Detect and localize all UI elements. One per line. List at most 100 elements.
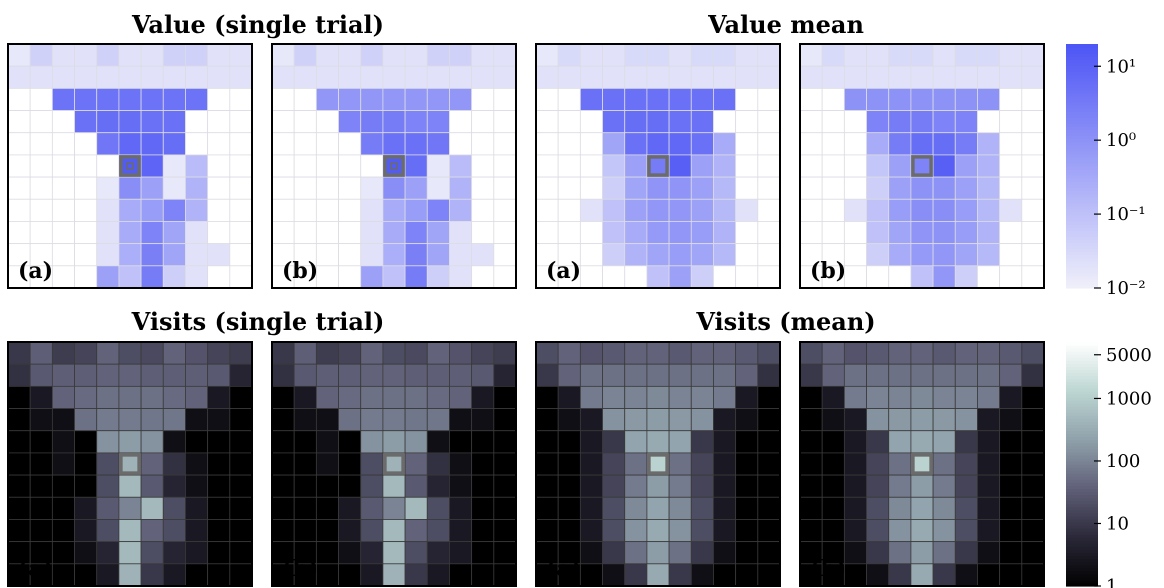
heatmap-cell <box>602 519 626 543</box>
heatmap-cell <box>866 408 890 432</box>
goal-cell-marker <box>911 453 933 475</box>
heatmap-cell <box>866 385 890 409</box>
heatmap-cell <box>74 385 98 409</box>
heatmap-cell <box>866 154 890 178</box>
heatmap-cell <box>557 519 581 543</box>
heatmap-cell <box>888 519 912 543</box>
heatmap-cell <box>1021 198 1045 222</box>
heatmap-cell <box>821 519 845 543</box>
heatmap-cell <box>229 452 253 476</box>
goal-cell-marker <box>383 453 405 475</box>
heatmap-cell <box>140 541 164 565</box>
heatmap-cell <box>74 430 98 454</box>
heatmap-cell <box>821 87 845 111</box>
heatmap-cell <box>910 132 934 156</box>
heatmap-cell <box>954 541 978 565</box>
heatmap-cell <box>338 541 362 565</box>
heatmap-cell <box>843 132 867 156</box>
heatmap-cell <box>999 198 1023 222</box>
colorbar-step <box>1066 567 1098 572</box>
heatmap-cell <box>471 496 495 520</box>
heatmap-cell <box>271 363 295 387</box>
heatmap-cell <box>624 110 648 134</box>
heatmap-cell <box>140 408 164 432</box>
heatmap-cell <box>624 176 648 200</box>
colorbar-tick-label: 5000 <box>1106 345 1152 366</box>
heatmap-cell <box>426 341 450 365</box>
heatmap-cell <box>404 452 428 476</box>
heatmap-cell <box>7 519 31 543</box>
heatmap-cell <box>932 243 956 267</box>
heatmap-cell <box>449 385 473 409</box>
heatmap-cell <box>624 65 648 89</box>
heatmap-cell <box>910 221 934 245</box>
heatmap-cell <box>954 265 978 289</box>
heatmap-cell <box>579 154 603 178</box>
colorbar-step <box>1066 129 1098 134</box>
colorbar-step <box>1066 342 1098 346</box>
colorbar-step <box>1066 412 1098 416</box>
heatmap-cell <box>185 430 209 454</box>
heatmap-cell <box>954 452 978 476</box>
heatmap-cell <box>293 474 317 498</box>
heatmap-cell <box>382 87 406 111</box>
heatmap-cell <box>1021 110 1045 134</box>
heatmap-cell <box>757 132 781 156</box>
heatmap-cell <box>7 496 31 520</box>
heatmap-cell <box>602 408 626 432</box>
colorbar-step <box>1066 105 1098 109</box>
heatmap-cell <box>360 221 384 245</box>
heatmap-cell <box>713 496 737 520</box>
heatmap-cell <box>668 363 692 387</box>
colorbar-step <box>1066 214 1098 219</box>
heatmap-cell <box>954 221 978 245</box>
colorbar-step <box>1066 479 1098 483</box>
colorbar-step <box>1066 260 1098 265</box>
colorbar-step <box>1066 381 1098 386</box>
heatmap-cell <box>51 519 75 543</box>
heatmap-cell <box>932 385 956 409</box>
heatmap-cell <box>888 341 912 365</box>
heatmap-cell <box>207 198 231 222</box>
heatmap-cell <box>140 341 164 365</box>
heatmap-cell <box>162 65 186 89</box>
heatmap-cell <box>821 363 845 387</box>
heatmap-cell <box>382 563 406 587</box>
heatmap-cell <box>888 408 912 432</box>
heatmap-cell <box>866 519 890 543</box>
colorbar-step <box>1066 68 1098 73</box>
heatmap-cell <box>690 132 714 156</box>
heatmap-cell <box>579 132 603 156</box>
heatmap-cell <box>140 385 164 409</box>
heatmap-cell <box>821 474 845 498</box>
colorbar-step <box>1066 403 1098 407</box>
heatmap-cell <box>1021 519 1045 543</box>
colorbar-step <box>1066 120 1098 124</box>
colorbar-step <box>1066 570 1098 575</box>
heatmap-cell <box>668 563 692 587</box>
heatmap-cell <box>888 474 912 498</box>
heatmap-cell <box>910 198 934 222</box>
heatmap-panel-0-0: (a) <box>7 43 253 289</box>
heatmap-cell <box>449 341 473 365</box>
colorbar-step <box>1066 418 1098 422</box>
heatmap-cell <box>449 176 473 200</box>
heatmap-cell <box>7 132 31 156</box>
heatmap-cell <box>493 474 517 498</box>
heatmap-cell <box>602 110 626 134</box>
heatmap-cell <box>977 132 1001 156</box>
heatmap-cell <box>932 363 956 387</box>
heatmap-cell <box>382 198 406 222</box>
heatmap-cell <box>140 87 164 111</box>
heatmap-cell <box>535 43 559 67</box>
heatmap-cell <box>602 243 626 267</box>
heatmap-cell <box>471 43 495 67</box>
heatmap-cell <box>493 110 517 134</box>
heatmap-cell <box>338 198 362 222</box>
heatmap-cell <box>999 341 1023 365</box>
heatmap-cell <box>185 243 209 267</box>
heatmap-cell <box>7 452 31 476</box>
heatmap-cell <box>668 176 692 200</box>
heatmap-cell <box>51 452 75 476</box>
heatmap-cell <box>646 43 670 67</box>
